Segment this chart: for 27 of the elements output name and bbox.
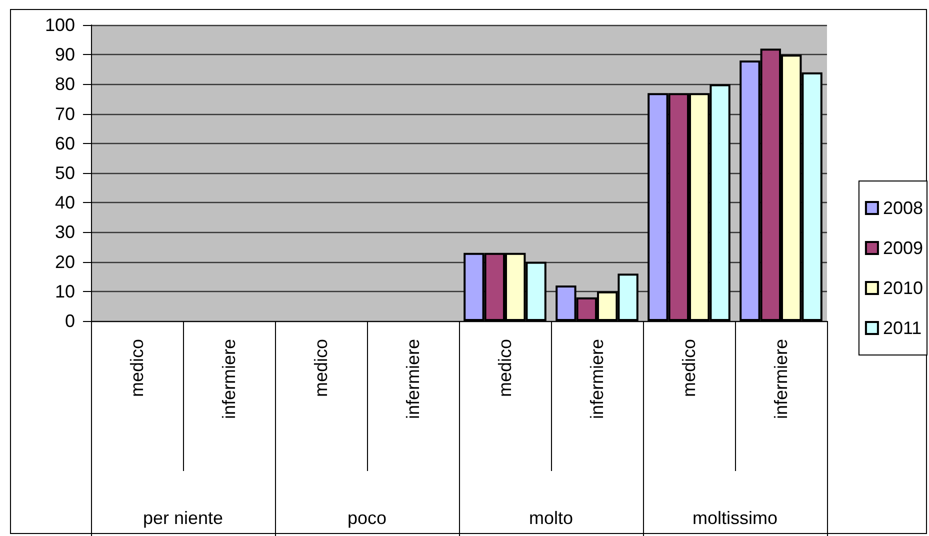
x-tick-label: infermiere: [587, 339, 607, 420]
y-tick-label: 100: [44, 15, 75, 35]
y-tick-label: 30: [54, 222, 75, 242]
legend-label: 2011: [882, 318, 922, 338]
x-tick-label: infermiere: [219, 339, 239, 420]
text: molto: [528, 508, 574, 528]
x-tick-label: infermiere: [771, 339, 791, 420]
x-tick-label: medico: [679, 339, 699, 398]
legend-label: 2010: [882, 278, 924, 298]
text: moltissimo: [692, 508, 778, 528]
text: poco: [347, 508, 387, 528]
x-tick-label: medico: [311, 339, 331, 398]
legend-label: 2009: [882, 238, 924, 258]
text: per niente: [142, 508, 224, 528]
y-tick-label: 70: [54, 104, 75, 124]
x-tick-label: medico: [495, 339, 515, 398]
y-tick-label: 10: [54, 281, 75, 302]
y-tick-label: 40: [54, 192, 75, 213]
y-tick-label: 0: [64, 311, 75, 331]
legend-label: 2008: [882, 198, 924, 218]
y-tick-label: 90: [54, 44, 75, 65]
x-tick-label: medico: [127, 339, 147, 398]
y-tick-label: 60: [54, 133, 75, 154]
y-tick-label: 20: [54, 252, 75, 272]
y-tick-label: 50: [54, 163, 75, 183]
x-tick-label: infermiere: [403, 339, 423, 420]
y-tick-label: 80: [54, 74, 75, 94]
